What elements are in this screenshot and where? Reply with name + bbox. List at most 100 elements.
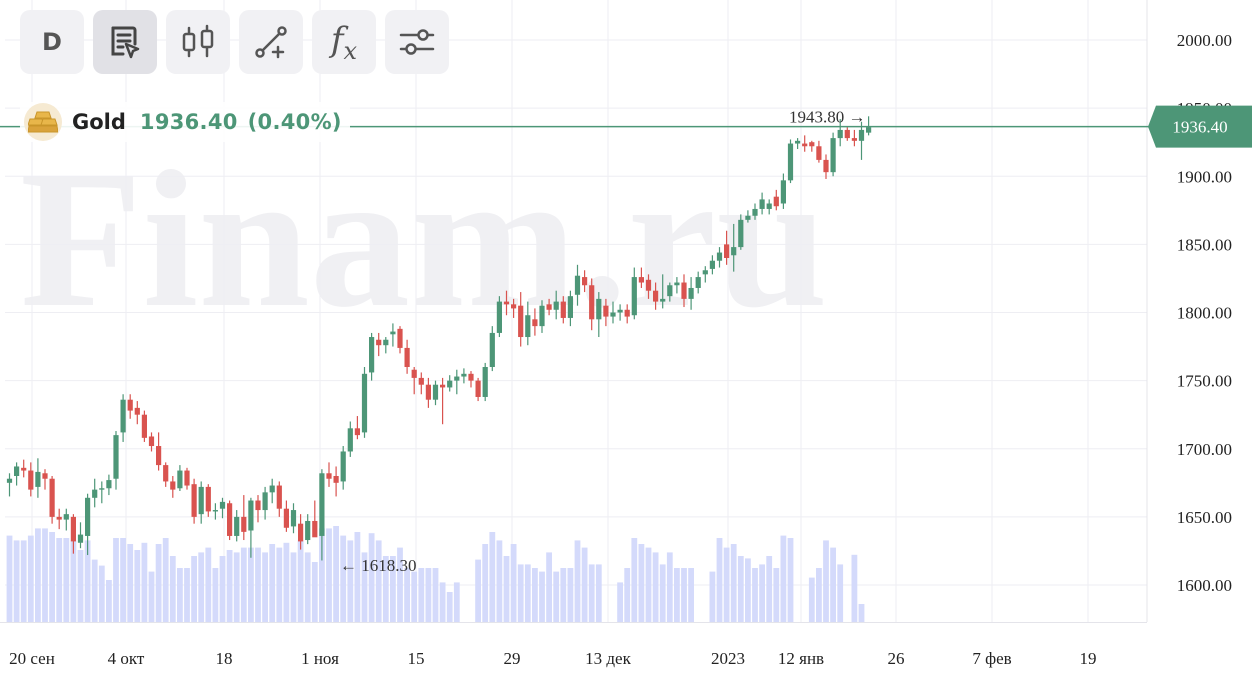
candle [170,476,176,498]
volume-bar [837,564,844,622]
candle-body [560,301,566,318]
volume-bar [340,535,347,622]
volume-bar [581,547,588,622]
candle-body [745,215,751,220]
volume-bar [347,540,354,622]
candle [56,508,62,530]
candle [425,377,431,408]
candle-body [347,428,353,452]
candle [262,486,268,520]
candle [184,467,190,490]
candle [468,371,474,388]
candle [113,431,119,490]
candle [404,339,410,374]
candle [347,421,353,457]
volume-bar [674,568,680,622]
x-tick-label: 20 сен [9,649,55,668]
candle [674,277,680,294]
candles-button[interactable] [166,10,230,74]
candle-body [390,331,396,335]
volume-bar [858,604,865,622]
volume-bar [716,538,723,622]
candle [177,465,183,491]
candle [866,116,872,136]
volume-bar [361,552,368,622]
candle [773,189,779,211]
candle [667,282,673,302]
candle [731,223,737,272]
period-button[interactable]: D [20,10,84,74]
candle-body [738,219,744,248]
candle [574,264,581,306]
settings-button[interactable] [385,10,449,74]
candle [688,277,694,310]
candle-body [688,287,694,299]
candle [617,304,623,321]
volume-bar [631,538,638,622]
y-tick-label: 1600.00 [1177,576,1232,595]
volume-bar [297,540,304,622]
candle [198,481,204,524]
volume-bar [77,550,84,622]
volume-bar [375,540,382,622]
candle-body [858,129,865,141]
candle [660,274,666,309]
candle-body [305,520,311,541]
volume-bar [759,564,765,622]
volume-bar [816,568,822,622]
volume-bar [752,568,758,622]
candle-body [120,399,126,433]
y-tick-label: 1650.00 [1177,508,1232,527]
candle-body [276,485,282,509]
volume-bar [269,544,276,622]
y-tick-label: 1700.00 [1177,440,1232,459]
volume-bar [482,544,489,622]
candle-body [42,473,48,479]
candle-body [340,451,346,482]
volume-bar [418,568,425,622]
candle-body [546,304,552,310]
candle-body [454,376,460,381]
x-tick-label: 26 [888,649,905,668]
candle-body [532,319,538,327]
high-marker-label: 1943.80 → [789,108,866,127]
candle-body [127,399,133,411]
indicators-button[interactable]: fx [312,10,376,74]
candle [326,462,332,487]
candle [127,394,133,419]
chart-type-button[interactable] [93,10,157,74]
volume-bar [645,547,652,622]
volume-bar [326,528,332,622]
candle [248,497,254,558]
volume-bar [688,568,694,622]
volume-bar [510,544,517,622]
candle [49,476,55,524]
candle-body [752,208,758,216]
candle-body [248,500,254,531]
candle [28,462,34,497]
candle [134,401,140,425]
volume-bar [177,568,183,622]
candle-body [809,142,815,147]
candle-body [312,520,318,538]
volume-bar [453,582,460,622]
x-tick-label: 4 окт [108,649,145,668]
instrument-change: (0.40%) [247,110,342,134]
candle-body [660,298,666,302]
candle [596,292,602,338]
x-tick-label: 19 [1080,649,1097,668]
volume-bar [851,554,858,622]
candle [361,367,368,438]
candle-body [298,523,304,542]
candle-body [553,301,559,310]
candle [567,290,573,327]
candle [553,290,559,320]
candle [148,432,155,452]
time-axis[interactable]: 20 сен 4 окт 18 1 ноя 15 29 13 дек 2023 12 янв 26… [9,649,1096,668]
candle-body [574,275,581,295]
sliders-icon [399,29,435,55]
instrument-legend[interactable]: Gold 1936.40 (0.40%) [20,102,350,142]
candle-body [63,514,69,520]
drawing-tools-button[interactable] [239,10,303,74]
